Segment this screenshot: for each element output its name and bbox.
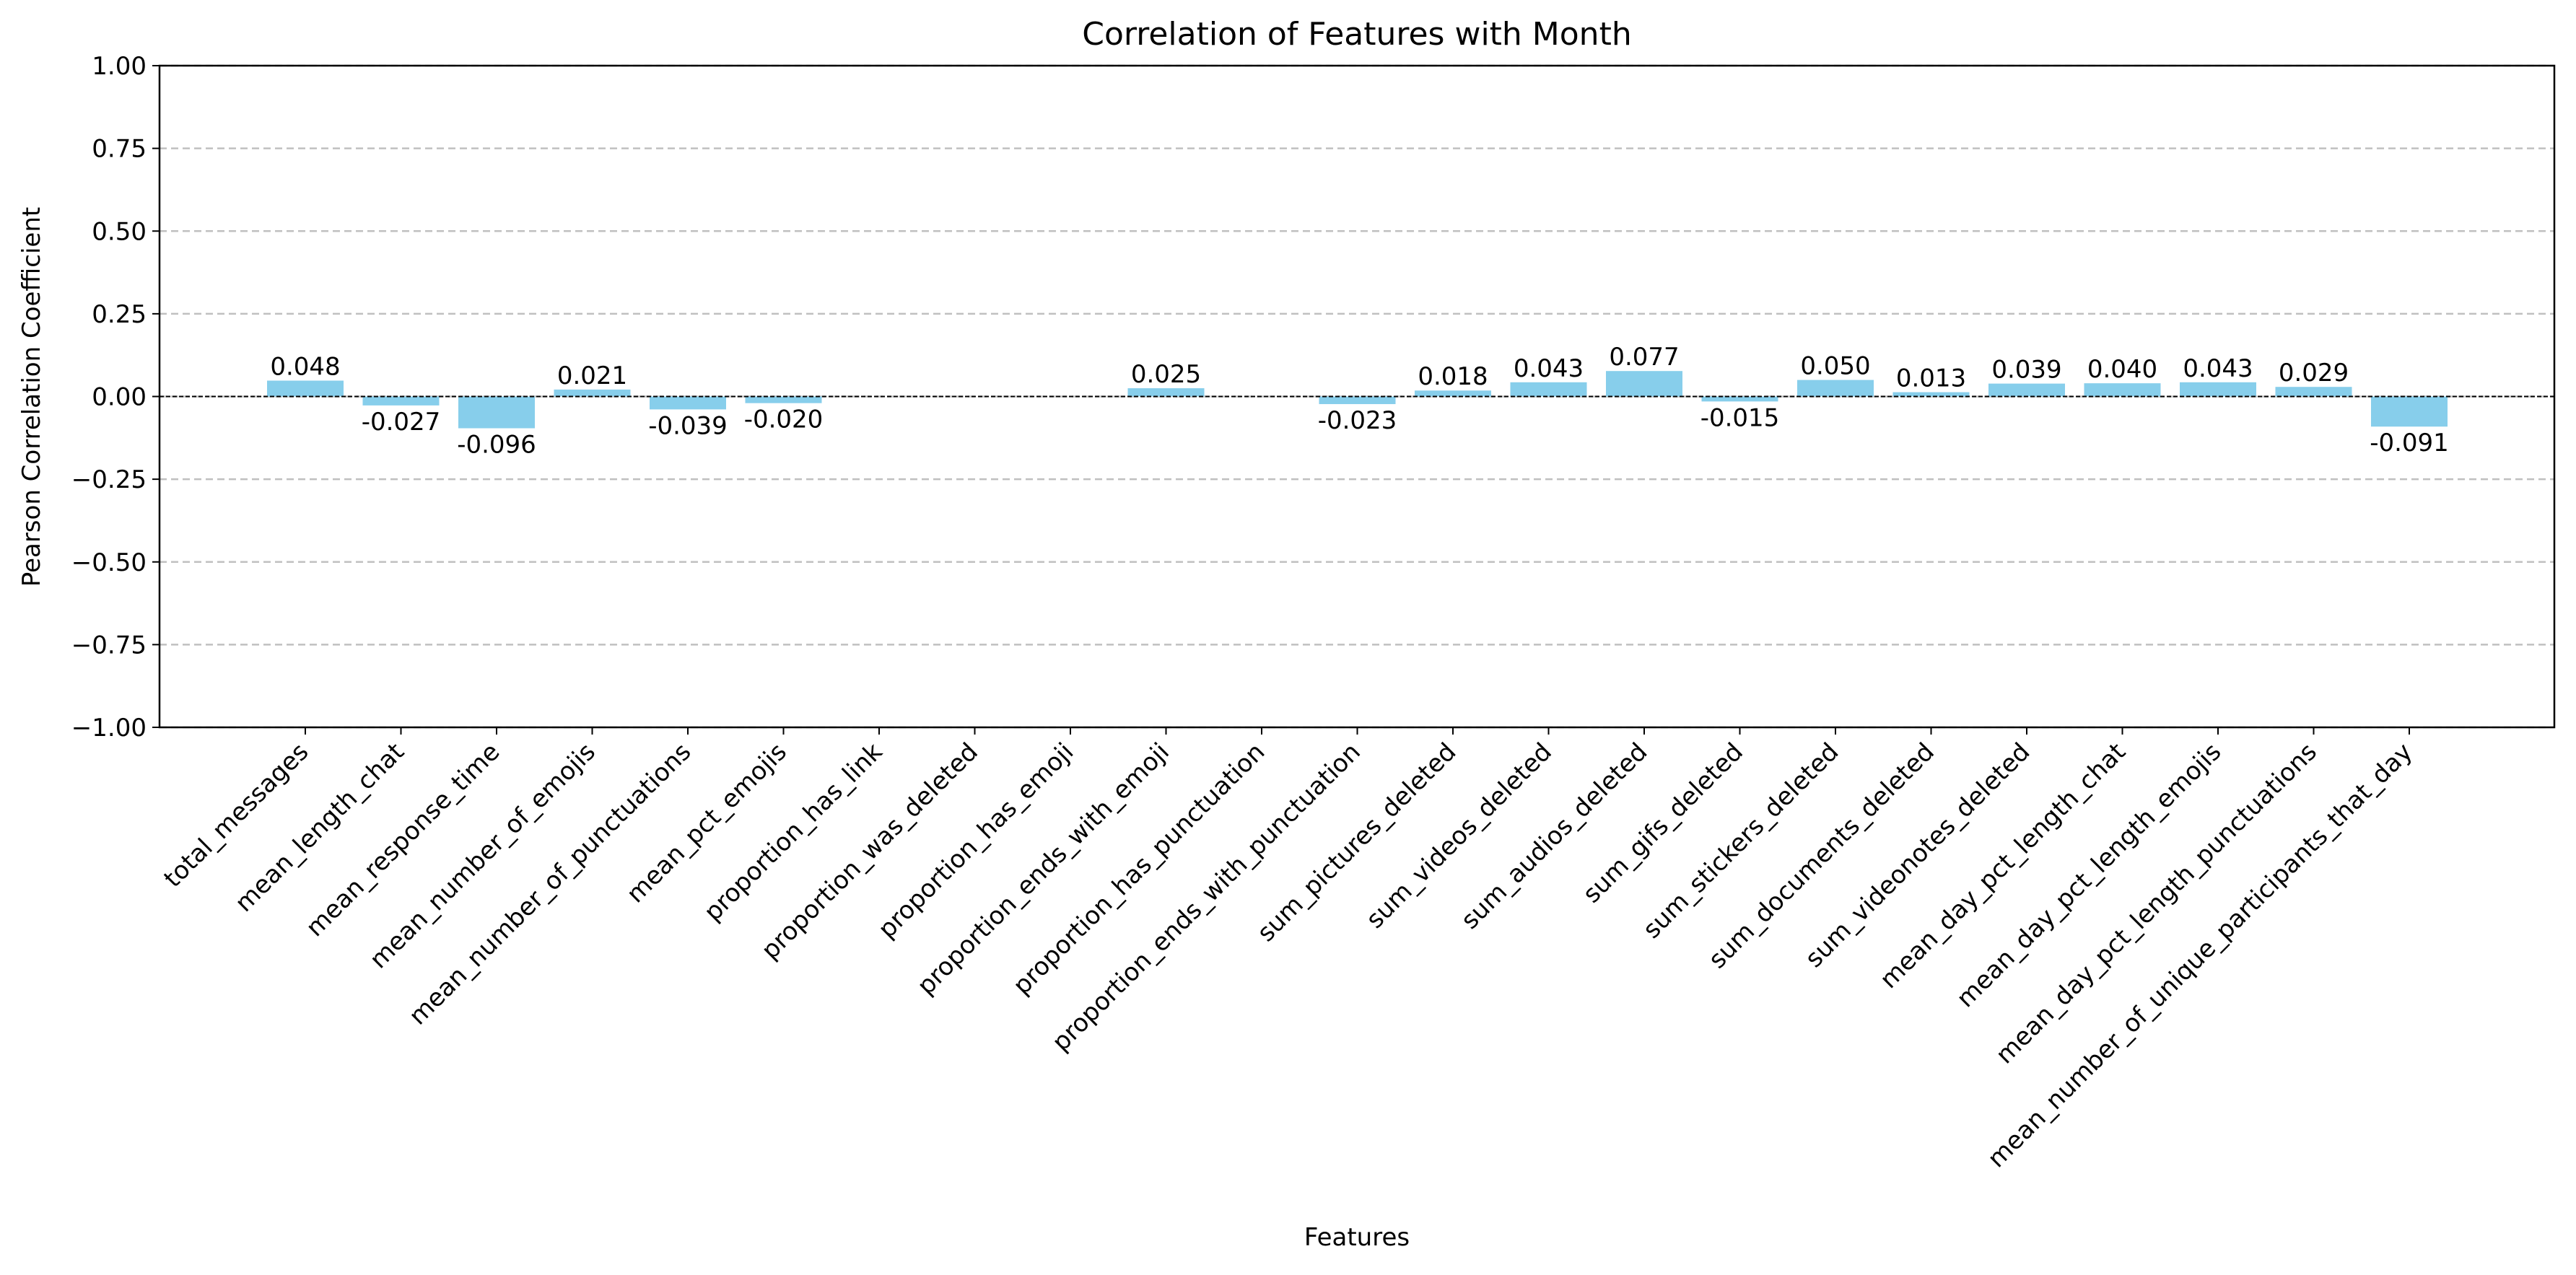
data-label: 0.043	[2183, 354, 2253, 383]
x-tick-label: sum_audios_deleted	[1456, 737, 1654, 935]
data-label: 0.013	[1896, 364, 1966, 393]
bar	[2084, 383, 2161, 397]
x-tick-label: sum_pictures_deleted	[1252, 737, 1462, 947]
bar	[1127, 388, 1205, 397]
data-label: 0.048	[270, 352, 340, 381]
data-label: 0.040	[2087, 355, 2157, 384]
bar	[1510, 382, 1587, 397]
bar	[554, 389, 631, 397]
data-label: -0.015	[1700, 403, 1780, 432]
bar	[1415, 390, 1491, 397]
data-label: 0.025	[1131, 360, 1201, 389]
bar	[1892, 392, 1970, 397]
bar	[2180, 382, 2256, 397]
y-tick-label: 1.00	[92, 52, 147, 81]
data-label: 0.021	[557, 362, 627, 390]
bar	[1701, 396, 1778, 402]
data-label: 0.029	[2279, 359, 2349, 387]
y-tick-label: 0.75	[92, 135, 147, 164]
x-tick-label: mean_pct_emojis	[621, 737, 793, 908]
bar	[1606, 371, 1682, 397]
y-tick-label: 0.50	[92, 217, 147, 246]
data-label: 0.050	[1800, 352, 1870, 381]
data-label: 0.018	[1418, 362, 1488, 391]
data-label: 0.039	[1991, 356, 2061, 385]
y-tick-label: −0.75	[71, 631, 147, 660]
x-tick-label: sum_stickers_deleted	[1638, 737, 1845, 945]
bar	[1988, 383, 2065, 397]
y-axis-label: Pearson Correlation Coefficient	[17, 207, 46, 587]
bar	[2371, 396, 2448, 427]
data-label: -0.027	[362, 408, 441, 437]
x-tick-label: mean_length_chat	[230, 737, 410, 918]
bar	[1797, 380, 1874, 397]
y-tick-label: 0.00	[92, 383, 147, 412]
x-tick-label: proportion_has_link	[699, 737, 888, 927]
x-tick-label: sum_gifs_deleted	[1577, 737, 1748, 908]
plot-frame	[158, 64, 2556, 729]
data-label: 0.077	[1609, 343, 1679, 372]
chart-title: Correlation of Features with Month	[1082, 16, 1631, 53]
data-label: -0.020	[744, 406, 824, 434]
bar	[2275, 387, 2352, 397]
y-tick-label: −1.00	[71, 714, 147, 742]
data-label: 0.043	[1514, 354, 1584, 383]
bar	[267, 380, 344, 397]
bar	[745, 396, 822, 403]
y-tick-label: −0.50	[71, 548, 147, 577]
x-axis-label: Features	[1304, 1223, 1410, 1252]
y-tick-label: 0.25	[92, 300, 147, 329]
data-label: -0.091	[2370, 429, 2449, 457]
bar	[362, 396, 440, 406]
bar	[458, 396, 535, 429]
data-label: -0.023	[1318, 406, 1397, 435]
data-label: -0.096	[457, 431, 536, 460]
data-label: -0.039	[648, 411, 728, 440]
x-tick-label: sum_videos_deleted	[1361, 737, 1558, 934]
x-tick-label: proportion_has_emoji	[873, 737, 1079, 944]
x-tick-label: mean_response_time	[300, 737, 505, 942]
bar	[1319, 396, 1396, 405]
y-tick-label: −0.25	[71, 465, 147, 494]
bar	[650, 396, 726, 410]
